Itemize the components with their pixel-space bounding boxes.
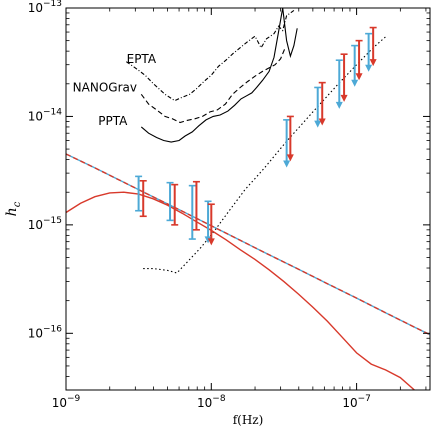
y-tick-label-1: 10−15 xyxy=(28,216,62,232)
y-axis-label: hc xyxy=(4,201,23,216)
error-bar-3 xyxy=(171,183,179,226)
plot-frame xyxy=(65,7,431,391)
error-bar-9 xyxy=(286,115,294,162)
error-bar-15 xyxy=(355,39,363,81)
error-bar-14 xyxy=(351,44,359,87)
series-line-6-solid xyxy=(66,191,415,390)
y-tick-label-0: 10−16 xyxy=(28,324,63,340)
x-tick-label-0: 10−9 xyxy=(52,394,81,410)
error-bar-2 xyxy=(166,181,174,222)
error-bar-11 xyxy=(318,81,326,126)
annotation-ppta: PPTA xyxy=(98,114,128,128)
error-bar-10 xyxy=(314,86,322,128)
error-bar-8 xyxy=(283,119,291,168)
chart-annotation-layer: EPTA NANOGrav PPTA xyxy=(73,52,157,128)
x-tick-label-2: 10−7 xyxy=(342,394,371,410)
annotation-epta: EPTA xyxy=(127,52,157,66)
error-bar-6 xyxy=(204,200,212,244)
error-bar-7 xyxy=(207,203,215,246)
error-bar-16 xyxy=(365,32,373,72)
annotation-nanograv: NANOGrav xyxy=(73,80,137,94)
series-line-3-dotted xyxy=(143,35,387,274)
y-tick-label-3: 10−13 xyxy=(28,0,62,15)
error-bar-17 xyxy=(369,26,377,67)
error-bar-4 xyxy=(188,184,196,240)
error-bar-0 xyxy=(135,175,143,212)
y-tick-label-2: 10−14 xyxy=(28,107,63,123)
series-line-2-solid xyxy=(140,8,298,143)
x-tick-label-1: 10−8 xyxy=(197,394,226,410)
error-bar-12 xyxy=(335,59,343,109)
x-axis-label: f(Hz) xyxy=(233,413,264,427)
series-line-5-dashed xyxy=(66,153,430,336)
chart-errorbar-layer xyxy=(135,26,377,246)
error-bar-1 xyxy=(139,179,147,218)
error-bar-13 xyxy=(340,53,348,102)
series-line-0-dash-dot xyxy=(125,9,295,102)
chart-tick-layer: 10−9 10−8 10−7 10−16 10−15 10−14 10−13 xyxy=(28,0,430,410)
series-line-1-dashed xyxy=(140,48,286,124)
error-bar-5 xyxy=(192,180,200,231)
chart-series-layer xyxy=(66,8,430,390)
